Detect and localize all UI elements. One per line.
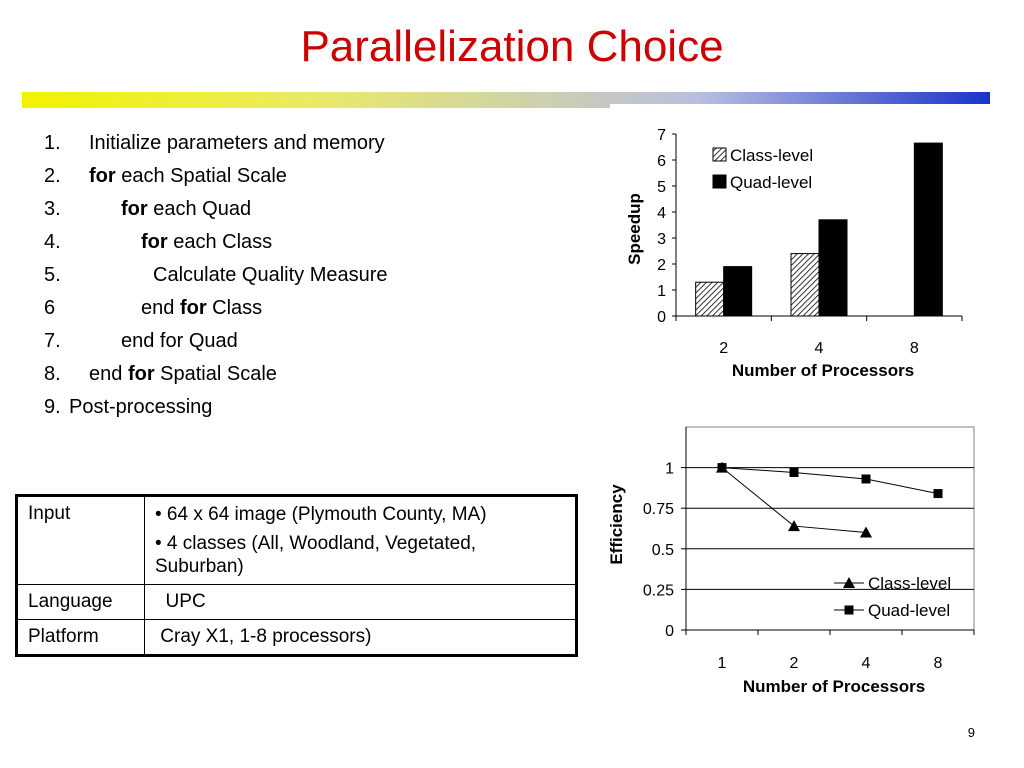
step-fragment: end (89, 363, 128, 385)
y-tick-label: 1 (657, 283, 666, 300)
step-fragment: Calculate Quality Measure (153, 264, 388, 286)
speedup-bar-chart: 0 1 2 3 4 5 6 7 2 4 8 Number of Processors Speedup Cl… (625, 127, 963, 380)
point-quad-level-4 (861, 474, 871, 484)
step-text: end for Spatial Scale (89, 358, 277, 391)
step-text: for each Spatial Scale (89, 160, 287, 193)
legend-label: Quad-level (868, 601, 950, 620)
y-axis-title: Efficiency (607, 484, 626, 565)
x-tick-label: 1 (718, 655, 727, 672)
y-tick-label: 7 (657, 127, 666, 144)
y-tick-label: 0 (657, 309, 666, 326)
info-table: Input • 64 x 64 image (Plymouth County, … (15, 494, 578, 657)
x-axis-title: Number of Processors (732, 361, 914, 380)
step-number: 8. (44, 363, 61, 385)
title-underline-gap (610, 104, 990, 110)
step-text: Initialize parameters and memory (89, 127, 385, 160)
legend-label: Class-level (730, 146, 813, 165)
page-number: 9 (967, 725, 975, 740)
step-fragment: each Spatial Scale (115, 165, 287, 187)
efficiency-line-chart: 0 0.25 0.5 0.75 1 1 2 4 8 Class-level Quad-level Nu… (607, 426, 975, 696)
step-text: Post-processing (69, 391, 212, 424)
table-key-input: Input (16, 495, 145, 585)
x-tick-label: 2 (790, 655, 799, 672)
point-quad-level-8 (933, 489, 943, 499)
legend-marker (844, 605, 854, 615)
table-row-language: Language UPC (16, 584, 577, 620)
step-keyword: for (121, 198, 148, 220)
step-number: 9. (44, 396, 61, 418)
point-quad-level-2 (789, 467, 799, 477)
table-value-input: • 64 x 64 image (Plymouth County, MA) • … (144, 495, 577, 585)
legend-swatch (712, 174, 727, 189)
table-value-language: UPC (144, 584, 577, 620)
bar-class-level-2 (695, 281, 725, 317)
step-fragment: Class (206, 297, 263, 319)
x-tick-label: 8 (910, 340, 919, 357)
step-keyword: for (89, 165, 116, 187)
step-number: 2. (44, 165, 61, 187)
x-tick-label: 8 (934, 655, 943, 672)
step-fragment: Initialize parameters and memory (89, 132, 385, 154)
step-number: 4. (44, 231, 61, 253)
y-tick-label: 5 (657, 179, 666, 196)
y-axis-title: Speedup (625, 193, 644, 265)
y-tick-label: 0.5 (652, 542, 674, 559)
bar-class-level-4 (790, 253, 820, 317)
step-fragment: Post-processing (69, 396, 213, 418)
y-tick-label: 6 (657, 153, 666, 170)
x-tick-label: 2 (719, 340, 728, 357)
step-fragment: each Quad (147, 198, 252, 220)
step-text: for each Quad (121, 193, 251, 226)
step-fragment: end (141, 297, 180, 319)
y-tick-label: 2 (657, 257, 666, 274)
input-bullet-image: • 64 x 64 image (Plymouth County, MA) (155, 504, 487, 525)
legend-swatch (712, 147, 727, 162)
x-tick-label: 4 (815, 340, 824, 357)
step-text: end for Quad (121, 325, 238, 358)
input-bullet-classes: • 4 classes (All, Woodland, Vegetated, S… (155, 533, 477, 577)
table-row-platform: Platform Cray X1, 1-8 processors) (16, 619, 577, 656)
step-keyword: for (141, 231, 168, 253)
y-tick-label: 4 (657, 205, 666, 222)
point-class-level-2 (788, 520, 800, 532)
step-text: end for Class (141, 292, 262, 325)
slide-title: Parallelization Choice (300, 22, 724, 71)
point-class-level-4 (860, 526, 872, 538)
x-axis-title: Number of Processors (743, 677, 925, 696)
step-fragment: each Class (167, 231, 273, 253)
point-quad-level-1 (717, 463, 727, 473)
table-key-language: Language (16, 584, 145, 620)
series-line-quad-level (721, 467, 939, 495)
y-tick-label: 3 (657, 231, 666, 248)
table-value-platform: Cray X1, 1-8 processors) (144, 619, 577, 656)
step-fragment: end for Quad (121, 330, 238, 352)
step-keyword: for (179, 297, 207, 319)
plot-area (685, 426, 975, 631)
bar-quad-level-2 (723, 266, 753, 317)
x-tick-label: 4 (862, 655, 871, 672)
step-number: 7. (44, 330, 61, 352)
step-fragment: Spatial Scale (154, 363, 277, 385)
bar-quad-level-4 (818, 219, 848, 317)
step-text: Calculate Quality Measure (153, 259, 388, 292)
step-number: 3. (44, 198, 61, 220)
step-text: for each Class (141, 226, 272, 259)
legend-label: Quad-level (730, 173, 812, 192)
step-number: 1. (44, 132, 61, 154)
y-tick-label: 0.25 (643, 582, 674, 599)
bar-quad-level-8 (913, 142, 943, 317)
legend-label: Class-level (868, 574, 951, 593)
step-keyword: for (127, 363, 155, 385)
legend-marker (843, 577, 855, 588)
y-tick-label: 1 (665, 461, 674, 478)
table-row-input: Input • 64 x 64 image (Plymouth County, … (16, 495, 577, 585)
step-number: 6 (44, 297, 56, 319)
y-tick-label: 0.75 (643, 501, 674, 518)
y-tick-label: 0 (665, 623, 674, 640)
table-key-platform: Platform (16, 619, 145, 656)
step-number: 5. (44, 264, 61, 286)
